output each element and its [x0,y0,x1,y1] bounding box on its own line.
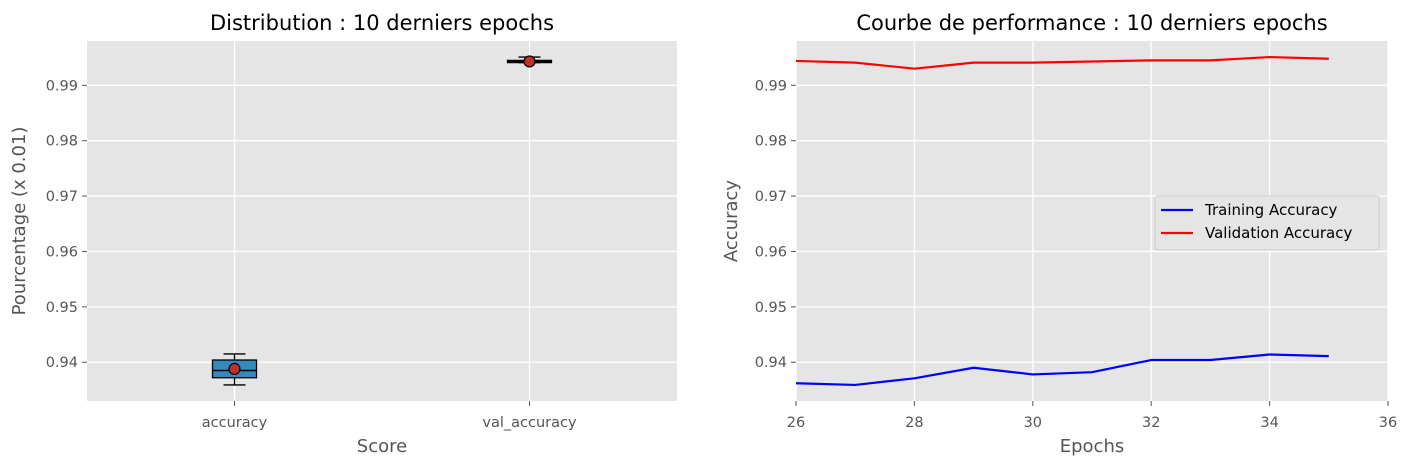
y-tick-label: 0.95 [755,300,787,316]
line-chart-grid [795,41,1389,401]
y-tick-label: 0.94 [755,355,787,371]
box-chart-y-ticks: 0.94 0.95 0.96 0.97 0.98 0.99 [46,78,87,371]
legend-box [1154,195,1380,251]
x-tick-label: val_accuracy [482,415,577,431]
x-tick-label: 28 [905,415,923,431]
y-tick-label: 0.97 [46,189,78,205]
box-val_accuracy [506,55,553,68]
y-tick-label: 0.94 [46,355,78,371]
box-chart-title: Distribution : 10 derniers epochs [210,11,554,35]
line-chart-x-ticks: 26 28 30 32 34 36 [787,401,1397,431]
line-chart-legend: Training Accuracy Validation Accuracy [1154,195,1380,251]
mean-marker [228,362,241,375]
y-tick-label: 0.98 [46,134,78,150]
legend-label: Validation Accuracy [1205,224,1352,242]
y-tick-label: 0.98 [755,134,787,150]
line-chart-y-label: Accuracy [721,180,742,263]
box-chart-y-label: Pourcentage (x 0.01) [9,127,30,316]
line-chart: Courbe de performance : 10 derniers epoc… [721,11,1397,457]
line-chart-title: Courbe de performance : 10 derniers epoc… [856,11,1327,35]
x-tick-label: accuracy [202,415,268,431]
legend-label: Training Accuracy [1204,201,1338,219]
line-chart-y-ticks: 0.94 0.95 0.96 0.97 0.98 0.99 [755,78,796,371]
box-chart-plot-area [87,41,677,401]
box-chart-x-ticks: accuracy val_accuracy [202,401,577,431]
x-tick-label: 32 [1142,415,1160,431]
line-chart-x-label: Epochs [1060,436,1125,457]
series-line-training [795,353,1329,387]
x-tick-label: 36 [1379,415,1397,431]
series-line-validation [795,55,1329,70]
y-tick-label: 0.99 [755,78,787,94]
box-chart: Distribution : 10 derniers epochs 0.940.… [9,11,677,457]
mean-marker [523,55,536,68]
y-tick-label: 0.95 [46,300,78,316]
x-tick-label: 26 [787,415,805,431]
box-chart-grid [87,41,677,401]
x-tick-label: 30 [1024,415,1042,431]
line-chart-series [795,55,1329,387]
y-tick-label: 0.96 [755,244,787,260]
x-tick-label: 34 [1260,415,1278,431]
y-tick-label: 0.99 [46,78,78,94]
y-tick-label: 0.97 [755,189,787,205]
y-tick-label: 0.96 [46,244,78,260]
box-accuracy [211,353,258,386]
box-chart-boxes [211,55,553,386]
box-chart-x-label: Score [357,436,407,457]
